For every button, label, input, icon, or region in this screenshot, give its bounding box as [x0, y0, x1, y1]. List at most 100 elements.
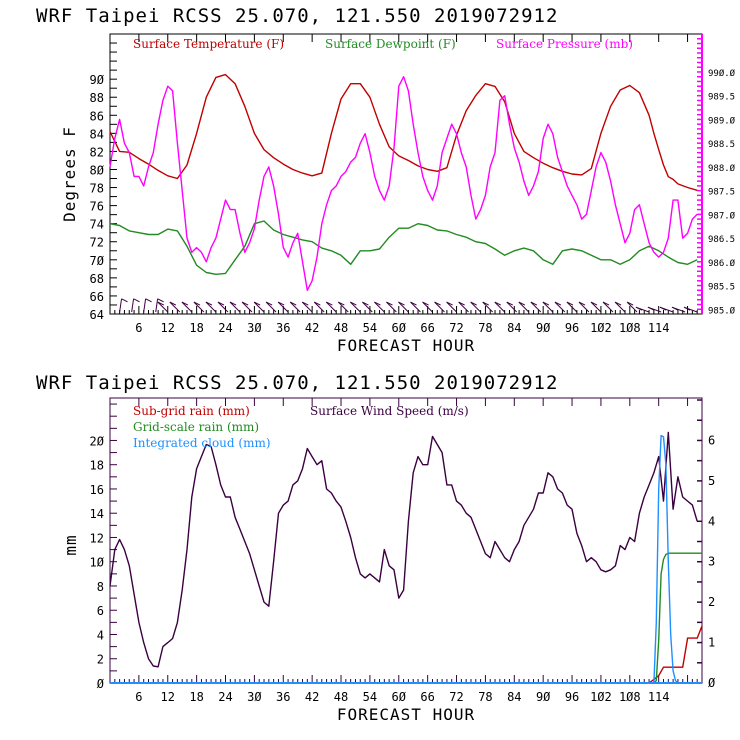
x-tick-label: 24 — [218, 321, 232, 335]
wind-barb-flag — [193, 301, 201, 306]
y-tick-label: 82 — [90, 145, 104, 159]
y-tick-label: 86 — [90, 109, 104, 123]
y-tick-label: 2 — [97, 653, 104, 667]
wind-barb — [337, 301, 349, 313]
y-tick-label: 2Ø — [90, 434, 105, 448]
wind-barb — [193, 301, 205, 313]
wind-barb-flag — [554, 301, 562, 306]
wind-barb-flag — [205, 301, 213, 306]
y-tick-label: 12 — [90, 531, 104, 545]
wind-barb — [482, 301, 493, 313]
wind-barb-flag — [647, 306, 655, 311]
x-tick-label: 48 — [334, 690, 348, 704]
bottom-chart-title: WRF Taipei RCSS 25.070, 121.550 20190729… — [36, 372, 558, 394]
wind-barb-flag — [506, 301, 514, 306]
series-surface-wind-speed-m-s — [109, 431, 698, 668]
y-right-tick-label: 985.5 — [708, 283, 735, 293]
wind-barb — [542, 301, 554, 313]
wind-barb-flag — [530, 301, 538, 306]
wind-barb — [325, 301, 337, 313]
wind-barb — [602, 301, 614, 313]
y-right-tick-label: 987.5 — [708, 188, 735, 198]
x-tick-label: 1Ø2 — [590, 321, 612, 335]
wind-barb — [301, 301, 313, 313]
y-tick-label: 7Ø — [90, 254, 105, 268]
wind-barb — [410, 301, 421, 313]
wind-barb — [265, 301, 277, 313]
wind-barb — [518, 301, 530, 313]
wind-barb-flag — [683, 306, 691, 311]
x-tick-label: 12 — [161, 321, 175, 335]
legend-surface-temperature: Surface Temperature (F) — [133, 37, 284, 51]
x-tick-label: 9Ø — [536, 690, 551, 704]
wind-barb-flag — [157, 298, 164, 303]
wind-barb-flag — [386, 301, 393, 306]
y-tick-label: 66 — [90, 290, 104, 304]
wind-barb-flag — [289, 301, 297, 306]
y-tick-label: 64 — [90, 308, 104, 322]
wind-barb — [241, 301, 253, 313]
y-right-tick-label: 986.5 — [708, 235, 735, 245]
wind-barb — [155, 298, 159, 313]
bottom-chart: WRF Taipei RCSS 25.070, 121.550 20190729… — [36, 372, 716, 724]
wind-barb-flag — [350, 301, 357, 306]
top-y-axis-label: Degrees F — [60, 126, 79, 222]
wind-barb — [362, 301, 373, 313]
y-tick-label: Ø — [97, 677, 105, 691]
wind-barb — [470, 301, 481, 313]
wind-barb-flag — [338, 301, 345, 306]
wind-barb-flag — [482, 301, 489, 306]
wind-barb-flag — [518, 301, 526, 306]
x-tick-label: 6Ø — [392, 321, 407, 335]
wind-barb-flag — [494, 301, 501, 306]
y-right-tick-label: 3 — [708, 555, 715, 569]
wind-barb — [506, 301, 518, 313]
bottom-series — [109, 431, 703, 684]
wind-barb-flag — [614, 301, 622, 306]
wind-barb-flag — [133, 298, 140, 303]
wind-barb-flag — [169, 301, 177, 306]
x-tick-label: 1Ø8 — [619, 321, 641, 335]
x-tick-label: 84 — [507, 321, 521, 335]
wind-barb-flag — [277, 301, 285, 306]
wind-barb-flag — [470, 301, 477, 306]
wind-barb — [578, 301, 590, 313]
x-tick-label: 78 — [478, 690, 492, 704]
wind-barb-flag — [229, 301, 237, 306]
wind-barb-flag — [566, 301, 574, 306]
wind-barb-flag — [635, 306, 643, 311]
x-tick-label: 12 — [161, 690, 175, 704]
y-right-tick-label: 989.Ø — [708, 115, 736, 126]
wind-barb-flag — [410, 301, 417, 306]
series-sub-grid-rain-mm — [110, 625, 703, 684]
x-tick-label: 72 — [449, 321, 463, 335]
x-tick-label: 114 — [648, 690, 670, 704]
y-right-tick-label: 988.Ø — [708, 163, 736, 174]
wind-barb — [277, 301, 289, 313]
wind-barb — [626, 301, 638, 313]
wind-barb — [157, 301, 169, 313]
wind-barb-flag — [253, 301, 261, 306]
x-tick-label: 66 — [420, 321, 434, 335]
wind-barb-flag — [326, 301, 333, 306]
x-tick-label: 84 — [507, 690, 521, 704]
top-chart: WRF Taipei RCSS 25.070, 121.550 20190729… — [36, 5, 736, 355]
x-tick-label: 78 — [478, 321, 492, 335]
top-plot-frame — [109, 33, 703, 315]
wind-barb — [181, 301, 193, 313]
legend-integrated-cloud: Integrated cloud (mm) — [133, 436, 271, 450]
y-right-tick-label: 5 — [708, 474, 715, 488]
x-tick-label: 1Ø8 — [619, 690, 641, 704]
wind-barb — [374, 301, 385, 313]
legend-surface-dewpoint: Surface Dewpoint (F) — [325, 37, 456, 51]
wind-barb — [131, 298, 135, 313]
x-tick-label: 36 — [276, 321, 290, 335]
x-tick-label: 36 — [276, 690, 290, 704]
x-tick-label: 9Ø — [536, 321, 551, 335]
wind-barb — [494, 301, 506, 313]
y-right-tick-label: 987.Ø — [708, 210, 736, 221]
wind-barb-flag — [302, 301, 309, 306]
wind-barb — [566, 301, 578, 313]
y-right-tick-label: 985.Ø — [708, 305, 736, 316]
